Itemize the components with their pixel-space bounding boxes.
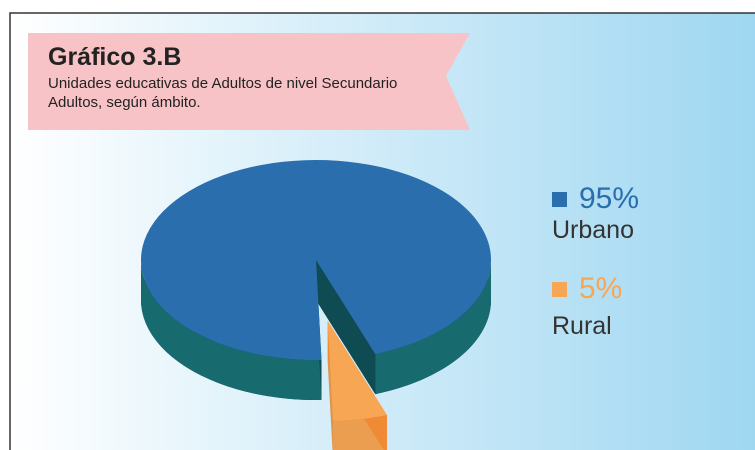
legend-label: Urbano xyxy=(552,216,634,244)
legend-item: 95% Urbano xyxy=(552,182,639,245)
pie xyxy=(140,160,492,450)
chart-title: Gráfico 3.B xyxy=(48,43,182,71)
legend-swatch xyxy=(552,191,567,207)
banner-shape xyxy=(28,33,470,130)
chart-subtitle: Unidades educativas de Adultos de nivel … xyxy=(48,75,398,111)
slice-cut xyxy=(316,260,376,395)
legend-label: Rural xyxy=(552,312,612,340)
slice xyxy=(141,160,492,360)
legend-item: 5% Rural xyxy=(552,272,622,341)
legend-value-row: 5% xyxy=(552,272,622,306)
legend-value-row: 95% xyxy=(552,182,639,216)
legend-value: 5% xyxy=(579,272,623,305)
banner: Gráfico 3.B Unidades educativas de Adult… xyxy=(28,33,448,120)
slice-side xyxy=(375,260,491,395)
slice-side xyxy=(141,260,322,400)
slice xyxy=(327,320,387,421)
legend-swatch xyxy=(552,281,567,297)
legend-value: 95% xyxy=(579,182,640,215)
